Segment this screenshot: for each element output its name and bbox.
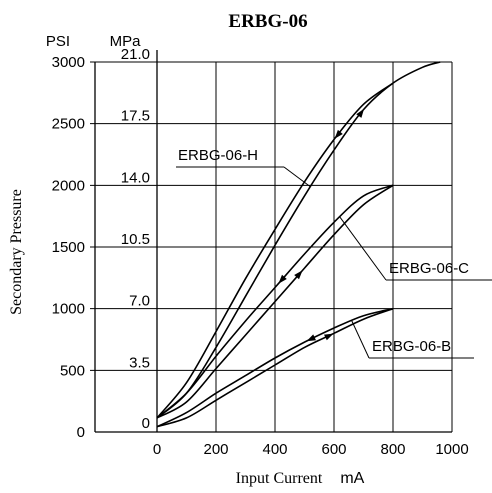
arrow-increasing <box>356 108 365 118</box>
callout-leader <box>283 166 311 188</box>
mpa-tick-label: 10.5 <box>121 231 150 248</box>
series-b-decreasing-line <box>156 307 394 428</box>
mpa-unit-label: MPa <box>110 33 142 50</box>
series-b-increasing-line <box>156 307 394 428</box>
psi-tick-label: 2500 <box>52 116 85 133</box>
x-tick-label: 200 <box>203 441 228 458</box>
series-h-increasing-line <box>156 61 441 419</box>
arrow-increasing <box>294 270 303 280</box>
psi-unit-label: PSI <box>46 33 70 50</box>
arrows <box>278 108 365 342</box>
mpa-tick-label: 21.0 <box>121 46 150 63</box>
x-tick-label: 800 <box>380 441 405 458</box>
x-tick-label: 0 <box>153 441 161 458</box>
series-c-decreasing-line <box>156 184 394 419</box>
curves <box>156 61 441 428</box>
x-axis-label-text: Input Current <box>236 470 323 487</box>
psi-tick-label: 0 <box>77 424 85 441</box>
y-axis-label: Secondary Pressure <box>8 189 25 315</box>
arrow-increasing <box>324 333 334 341</box>
x-axis-unit: mA <box>340 470 364 487</box>
psi-tick-label: 500 <box>60 362 85 379</box>
grid <box>157 61 453 432</box>
psi-tick-label: 1500 <box>52 239 85 256</box>
x-tick-label: 400 <box>262 441 287 458</box>
psi-tick-label: 2000 <box>52 177 85 194</box>
arrow-decreasing <box>278 274 287 284</box>
arrow-decreasing <box>334 129 343 139</box>
callout-leader <box>351 320 370 359</box>
tick-labels: 05001000150020002500300003.57.010.514.01… <box>52 46 469 458</box>
mpa-tick-label: 7.0 <box>129 293 150 310</box>
mpa-tick-label: 0 <box>142 415 150 432</box>
x-tick-label: 1000 <box>435 441 468 458</box>
series-h-label: ERBG-06-H <box>178 147 258 164</box>
series-c-label: ERBG-06-C <box>389 260 469 277</box>
x-tick-label: 600 <box>321 441 346 458</box>
psi-tick-label: 1000 <box>52 301 85 318</box>
mpa-tick-label: 17.5 <box>121 108 150 125</box>
series-b-label: ERBG-06-B <box>372 338 451 355</box>
axes <box>90 50 452 433</box>
mpa-tick-label: 14.0 <box>121 169 150 186</box>
series-c-increasing-line <box>156 184 394 419</box>
mpa-tick-label: 3.5 <box>129 354 150 371</box>
arrow-decreasing <box>306 334 316 342</box>
callouts: ERBG-06-H ERBG-06-C ERBG-06-B <box>176 147 492 359</box>
callout-leader <box>339 216 387 281</box>
series-h-decreasing-line <box>156 82 394 419</box>
chart-title: ERBG-06 <box>228 11 307 32</box>
psi-tick-label: 3000 <box>52 54 85 71</box>
x-axis-label: Input Current mA <box>236 470 365 487</box>
